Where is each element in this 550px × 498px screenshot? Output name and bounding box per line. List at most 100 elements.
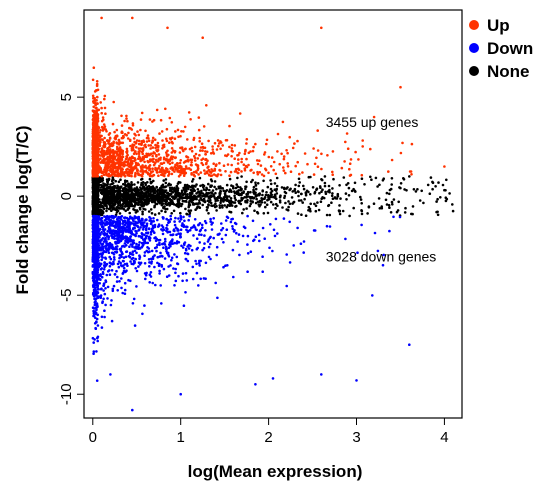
none-point (405, 189, 408, 192)
none-point (284, 191, 288, 195)
none-point (304, 214, 308, 217)
none-point (176, 189, 180, 192)
none-point (250, 180, 253, 184)
none-point (110, 188, 114, 192)
up-point (139, 158, 142, 161)
none-point (141, 212, 144, 216)
up-point (149, 147, 152, 150)
none-point (134, 189, 137, 192)
none-point (213, 185, 216, 189)
up-point (161, 147, 164, 150)
none-point (251, 200, 254, 203)
down-point (263, 237, 267, 240)
none-point (208, 196, 212, 200)
up-point (346, 147, 350, 150)
up-point (294, 164, 298, 168)
none-point (403, 211, 407, 214)
none-point (161, 197, 165, 201)
none-point (171, 201, 175, 205)
up-point (236, 171, 240, 175)
none-point (186, 193, 189, 196)
none-point (170, 212, 173, 215)
none-point (321, 188, 324, 191)
up-point (137, 150, 140, 153)
none-point (107, 177, 111, 181)
up-point (179, 168, 183, 172)
up-point (130, 171, 133, 175)
up-point (129, 159, 133, 163)
none-point (182, 192, 185, 196)
none-point (235, 192, 239, 195)
none-point (313, 191, 317, 195)
none-point (404, 206, 407, 210)
none-point (223, 195, 227, 199)
none-point (441, 183, 445, 187)
none-point (133, 183, 136, 186)
none-point (106, 180, 109, 183)
none-point (120, 198, 123, 201)
up-point (240, 170, 243, 173)
up-point (178, 164, 182, 168)
none-point (218, 191, 221, 195)
none-point (265, 191, 268, 194)
up-point (141, 152, 144, 156)
none-point (180, 189, 184, 192)
up-point (144, 129, 147, 133)
none-point (209, 178, 213, 181)
none-point (254, 181, 257, 184)
none-point (115, 193, 119, 196)
up-point (114, 135, 117, 138)
none-point (338, 184, 341, 187)
none-point (360, 177, 364, 180)
none-point (228, 190, 231, 193)
none-point (182, 186, 185, 190)
up-point (115, 128, 119, 132)
down-point (288, 261, 292, 264)
none-point (411, 205, 415, 208)
none-point (388, 188, 392, 192)
up-point (390, 158, 394, 162)
none-point (210, 204, 213, 207)
none-point (390, 177, 394, 180)
up-point (234, 167, 238, 171)
down-point (165, 223, 169, 227)
none-point (263, 201, 267, 204)
up-point (100, 149, 103, 153)
none-point (172, 209, 176, 213)
none-point (249, 190, 252, 194)
none-point (275, 192, 279, 195)
none-point (202, 198, 206, 201)
up-point (112, 100, 115, 104)
up-point (184, 165, 188, 168)
none-point (128, 211, 131, 215)
up-point (118, 166, 122, 169)
up-point (105, 168, 109, 172)
up-point (217, 144, 220, 148)
up-point (115, 158, 118, 162)
none-point (303, 197, 306, 201)
up-point (190, 173, 193, 176)
none-point (359, 198, 363, 201)
down-point (108, 264, 112, 268)
up-point (103, 145, 106, 149)
none-point (107, 185, 110, 189)
none-point (264, 205, 267, 209)
up-point (104, 112, 107, 115)
none-point (143, 187, 147, 190)
up-point (276, 132, 280, 136)
none-point (261, 189, 265, 193)
none-point (287, 205, 290, 209)
none-point (177, 204, 181, 208)
up-point (344, 140, 347, 144)
up-point (104, 164, 107, 167)
none-point (252, 185, 256, 189)
none-point (200, 191, 203, 195)
none-point (191, 178, 195, 181)
none-point (388, 206, 391, 209)
none-point (230, 204, 234, 207)
down-point (159, 284, 162, 287)
none-point (184, 192, 187, 196)
none-point (311, 186, 315, 189)
up-point (92, 105, 95, 109)
up-point (218, 161, 221, 165)
